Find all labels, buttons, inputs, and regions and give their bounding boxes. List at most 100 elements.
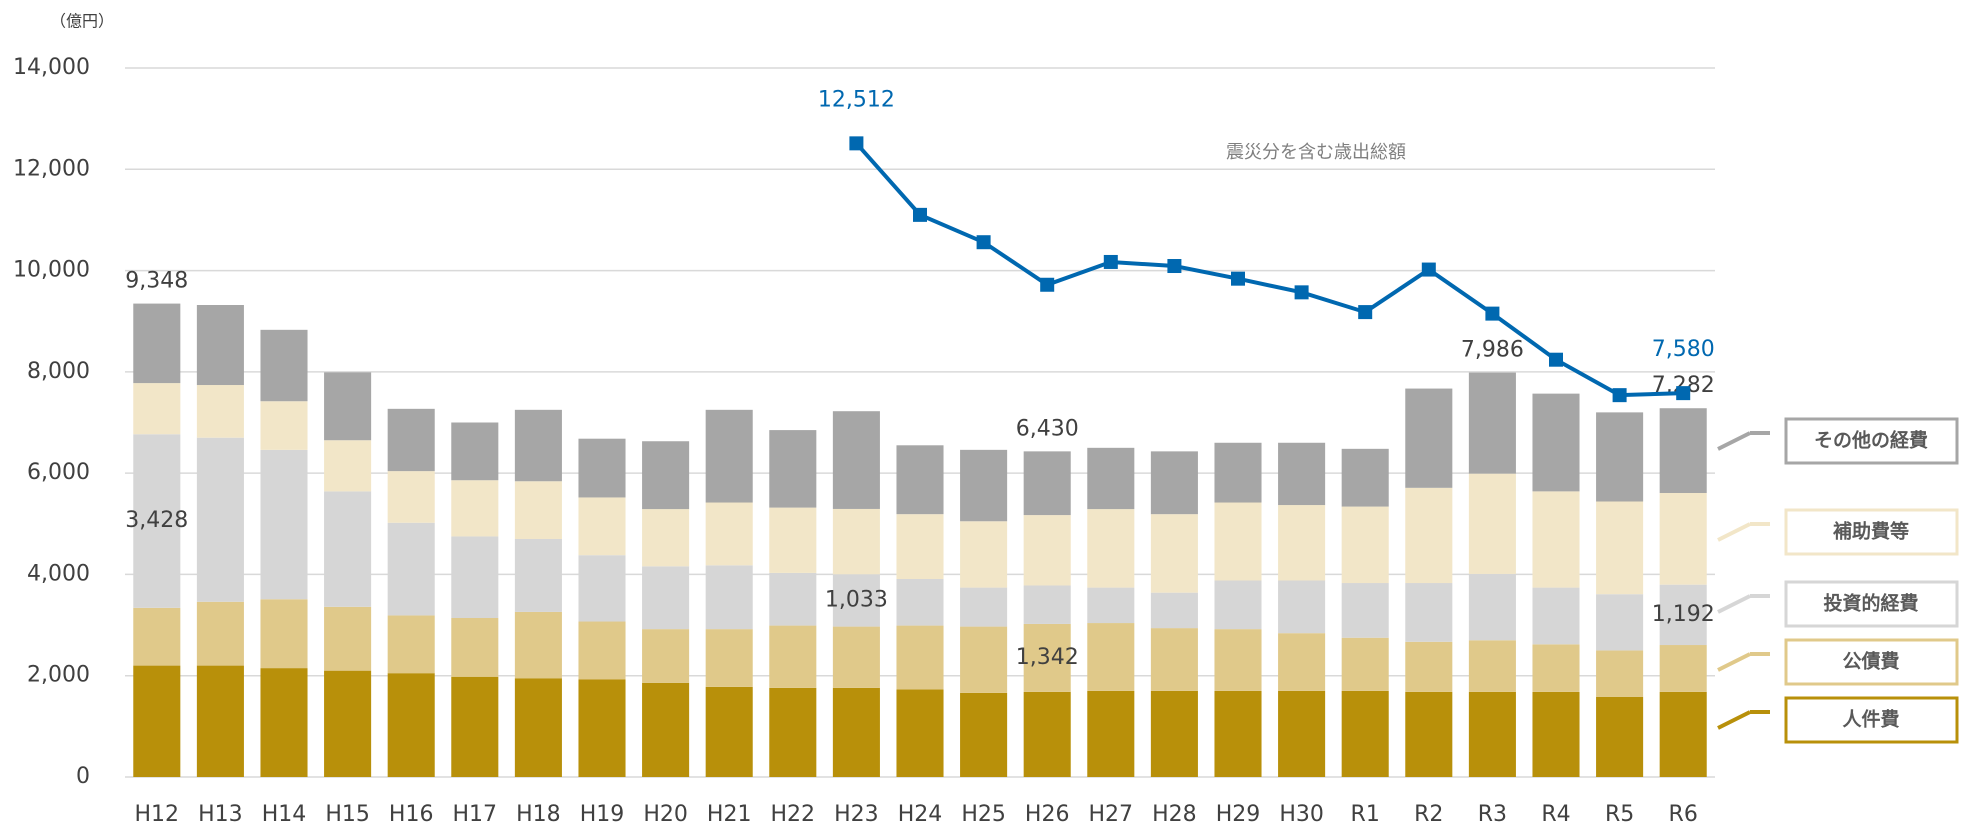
bar-segment xyxy=(387,615,435,674)
legend-label: 補助費等 xyxy=(1832,520,1909,543)
y-tick-label: 2,000 xyxy=(27,663,90,688)
bar-segment xyxy=(1405,583,1453,642)
bar-segment xyxy=(642,509,690,567)
bar-segment xyxy=(260,449,308,600)
bar-segment xyxy=(1596,501,1644,595)
bar-segment xyxy=(578,497,626,556)
bar-segment xyxy=(514,678,562,777)
bar-segment xyxy=(705,629,753,687)
bar-segment xyxy=(1214,442,1262,503)
line-marker xyxy=(1294,285,1309,300)
bar-segment xyxy=(896,445,944,515)
bar-segment xyxy=(514,611,562,679)
bar-segment xyxy=(769,507,817,573)
line-marker xyxy=(1485,306,1500,321)
bar-segment xyxy=(514,409,562,482)
bar-segment xyxy=(1087,509,1135,588)
bar-segment xyxy=(832,574,880,627)
bar-segment xyxy=(705,409,753,503)
bar-segment xyxy=(1150,592,1198,629)
total-label: 6,430 xyxy=(1016,416,1079,441)
line-marker xyxy=(1549,352,1563,367)
bar-segment xyxy=(1087,587,1135,624)
y-tick-label: 0 xyxy=(76,764,90,789)
series-annotation: 震災分を含む歳出総額 xyxy=(1226,142,1406,163)
x-tick-label: H21 xyxy=(707,802,752,827)
bar-segment xyxy=(705,686,753,777)
bar-segment xyxy=(196,305,244,386)
x-tick-label: H19 xyxy=(580,802,625,827)
bar-segment xyxy=(1341,448,1389,507)
bar-segment xyxy=(1278,633,1326,691)
bar-segment xyxy=(960,626,1008,693)
bar-segment xyxy=(642,682,690,777)
bar-segment xyxy=(451,536,499,618)
line-marker xyxy=(1231,271,1245,286)
bar-segment xyxy=(1278,505,1326,581)
legend-box xyxy=(1784,417,1959,465)
legend-connector xyxy=(1717,431,1751,451)
y-tick-label: 12,000 xyxy=(13,156,90,181)
bar-segment xyxy=(896,625,944,690)
bar-segment xyxy=(1278,580,1326,634)
bar-segment xyxy=(1532,644,1580,692)
bar-segment xyxy=(133,434,181,608)
bar-segment xyxy=(1214,690,1262,777)
line-marker xyxy=(1103,254,1118,269)
x-tick-label: H15 xyxy=(325,802,370,827)
y-tick-label: 6,000 xyxy=(27,460,90,485)
bar-segment xyxy=(1023,451,1071,516)
legend-label: 投資的経費 xyxy=(1823,592,1918,615)
legend-connector xyxy=(1717,594,1751,614)
bar-segment xyxy=(1405,388,1453,488)
bar-segment xyxy=(514,538,562,612)
bar-segment xyxy=(387,471,435,523)
bar-segment xyxy=(1405,641,1453,692)
x-tick-label: H27 xyxy=(1089,802,1134,827)
y-tick-label: 10,000 xyxy=(13,258,90,283)
bar-segment xyxy=(832,626,880,688)
bar-segment xyxy=(960,449,1008,522)
bar-segment xyxy=(1341,637,1389,691)
bar-segment xyxy=(832,508,880,575)
bar-segment xyxy=(642,629,690,683)
x-tick-label: R5 xyxy=(1605,802,1634,827)
bar-segment xyxy=(260,668,308,777)
line-marker xyxy=(1421,262,1436,277)
legend-connector xyxy=(1717,710,1751,730)
total-label: 7,986 xyxy=(1461,338,1524,363)
bar-segment xyxy=(1596,412,1644,502)
bar-segment xyxy=(896,578,944,626)
bar-segment xyxy=(1023,585,1071,624)
bar-segment xyxy=(1341,506,1389,584)
bar-segment xyxy=(133,665,181,777)
bar-segment xyxy=(1278,442,1326,506)
legend-box xyxy=(1784,638,1959,686)
bar-segment xyxy=(1532,587,1580,645)
bar-segment xyxy=(1659,691,1707,777)
x-tick-label: R3 xyxy=(1478,802,1507,827)
bar-segment xyxy=(196,385,244,438)
x-tick-label: H17 xyxy=(453,802,498,827)
x-tick-label: R4 xyxy=(1541,802,1570,827)
legend-label: 公債費 xyxy=(1842,650,1899,673)
bar-segment xyxy=(1659,408,1707,493)
line-marker xyxy=(976,235,991,250)
bar-segment xyxy=(1087,623,1135,691)
data-label: 3,428 xyxy=(125,508,188,533)
bar-segment xyxy=(451,676,499,777)
x-tick-label: H14 xyxy=(262,802,307,827)
bar-segment xyxy=(1468,691,1516,777)
legend-connector xyxy=(1717,522,1751,542)
bar-segment xyxy=(451,422,499,481)
bar-segment xyxy=(1341,583,1389,638)
bar-segment xyxy=(705,502,753,566)
bar-segment xyxy=(196,601,244,666)
bar-segment xyxy=(1596,696,1644,777)
bar-segment xyxy=(896,514,944,579)
x-tick-label: R2 xyxy=(1414,802,1443,827)
bar-segment xyxy=(896,689,944,777)
bar-segment xyxy=(196,437,244,602)
bar-segment xyxy=(133,383,181,435)
